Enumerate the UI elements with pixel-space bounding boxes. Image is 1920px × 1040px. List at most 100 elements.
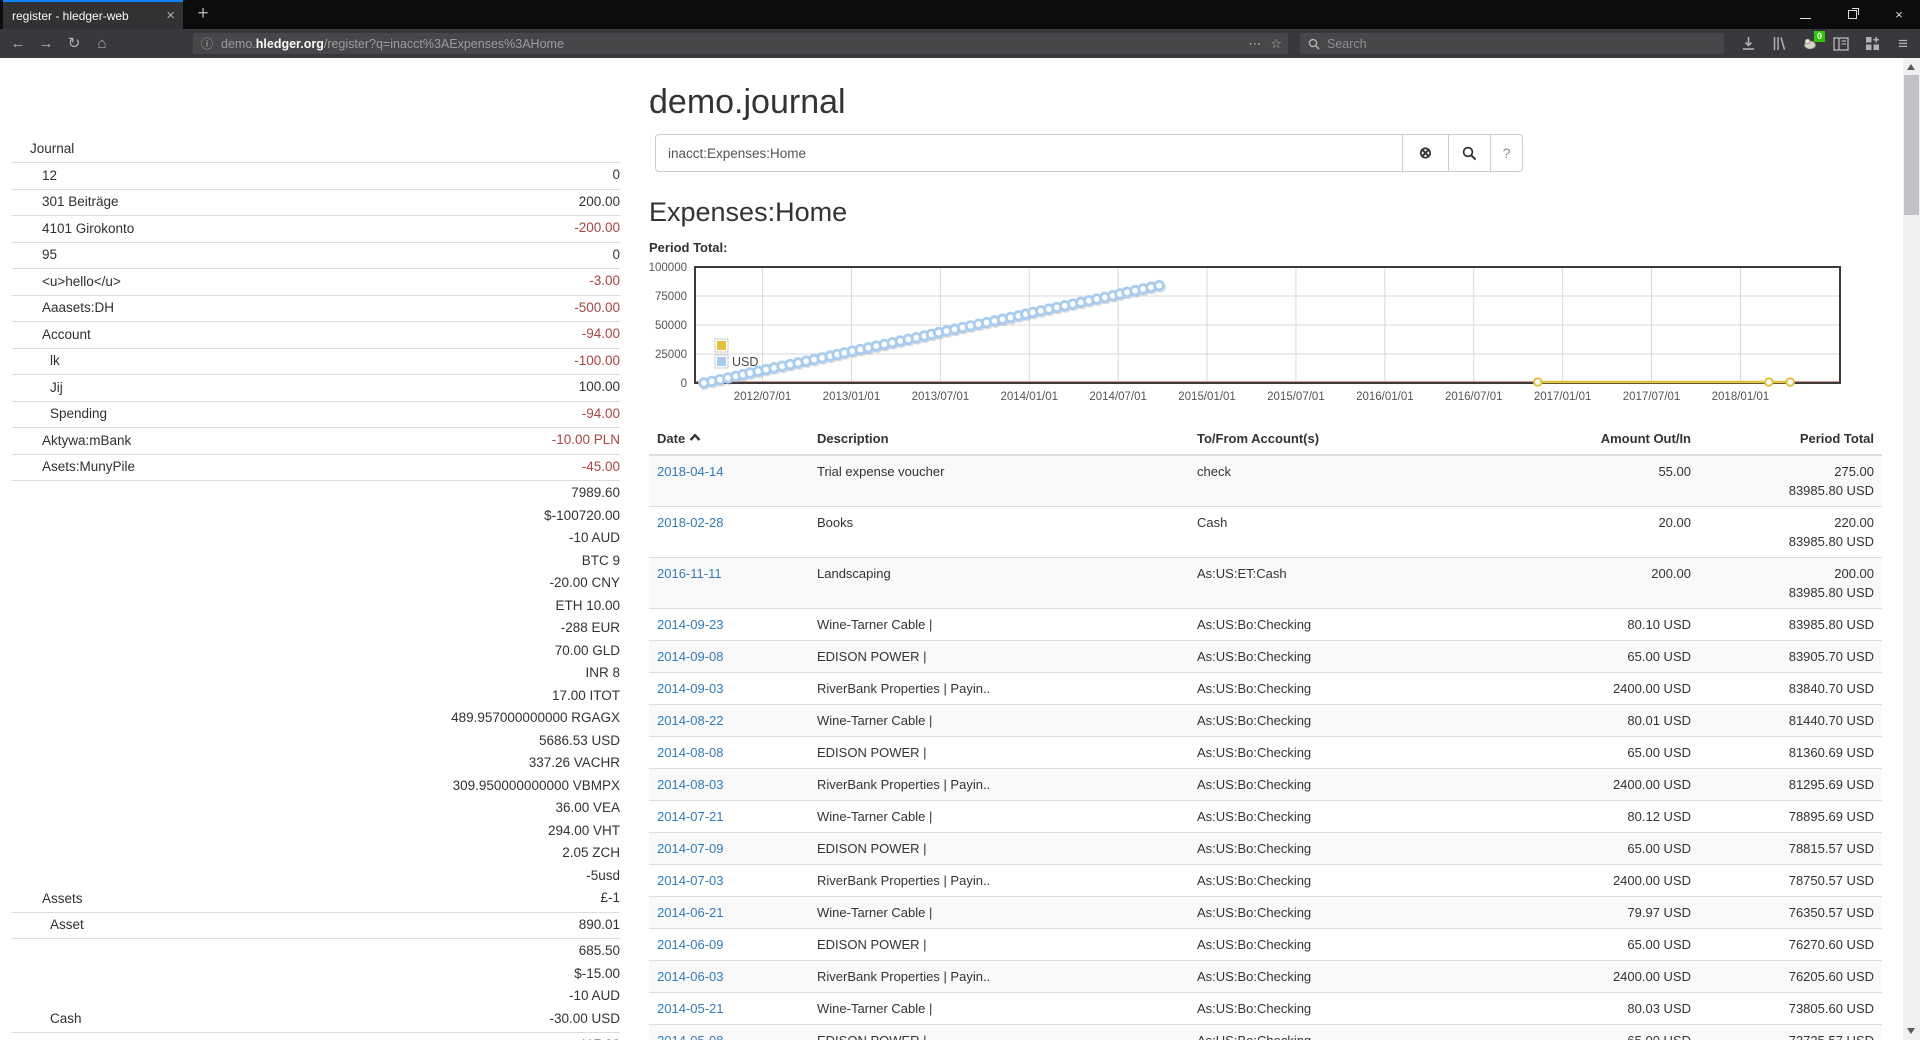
- transaction-date-link[interactable]: 2014-06-03: [657, 969, 724, 984]
- svg-text:2014/01/01: 2014/01/01: [1000, 391, 1058, 403]
- window-restore-button[interactable]: [1845, 7, 1859, 22]
- search-button[interactable]: [1449, 134, 1491, 172]
- table-row[interactable]: 2016-11-11 Landscaping As:US:ET:Cash 200.00…: [649, 557, 1882, 609]
- sidebar-account-link[interactable]: Cash: [50, 1011, 82, 1026]
- table-row[interactable]: 2014-09-08 EDISON POWER | As:US:Bo:Checkin…: [649, 640, 1882, 673]
- account-balance: 7989.60 $-100720.00 -10 AUD BTC 9 -20.00 CNY…: [451, 485, 620, 905]
- sidebar-account-link[interactable]: 12: [42, 167, 58, 183]
- svg-text:2017/01/01: 2017/01/01: [1534, 391, 1592, 403]
- table-row[interactable]: 2014-09-23 Wine-Tarner Cable | As:US:Bo:Ch…: [649, 608, 1882, 641]
- sidebar-account-link[interactable]: Assets: [42, 890, 83, 906]
- library-icon[interactable]: [1770, 35, 1788, 53]
- reload-button-icon[interactable]: ↻: [67, 34, 81, 52]
- transaction-date-link[interactable]: 2014-07-09: [657, 841, 724, 856]
- tab-close-icon[interactable]: ×: [166, 7, 175, 24]
- transaction-date-link[interactable]: 2014-06-09: [657, 937, 724, 952]
- scroll-down-icon[interactable]: [1907, 1028, 1915, 1034]
- sidebar-journal-heading[interactable]: Journal: [12, 137, 620, 162]
- page-scrollbar[interactable]: [1903, 58, 1920, 1040]
- sidebar-account-link[interactable]: 4101 Girokonto: [42, 220, 135, 236]
- sidebar-account-link[interactable]: Spending: [50, 406, 108, 421]
- col-header-date[interactable]: Date: [649, 422, 809, 456]
- svg-text:2015/07/01: 2015/07/01: [1267, 391, 1325, 403]
- extension-icon[interactable]: 0: [1801, 30, 1825, 53]
- transaction-date-link[interactable]: 2014-07-21: [657, 809, 724, 824]
- table-row[interactable]: 2014-08-22 Wine-Tarner Cable | As:US:Bo:Ch…: [649, 704, 1882, 737]
- sidebar-account-link[interactable]: <u>hello</u>: [42, 273, 121, 289]
- table-row[interactable]: 2014-08-08 EDISON POWER | As:US:Bo:Checkin…: [649, 736, 1882, 769]
- transaction-date-link[interactable]: 2014-05-08: [657, 1033, 724, 1040]
- window-close-button[interactable]: ×: [1895, 7, 1903, 22]
- sidebar-account-link[interactable]: Aktywa:mBank: [42, 432, 132, 448]
- table-row[interactable]: 2014-06-03 RiverBank Properties | Payin..…: [649, 960, 1882, 993]
- site-info-icon[interactable]: ⓘ: [201, 37, 214, 51]
- query-input[interactable]: [655, 134, 1403, 172]
- svg-text:2012/07/01: 2012/07/01: [734, 391, 792, 403]
- transaction-date-link[interactable]: 2014-08-08: [657, 745, 724, 760]
- transaction-date-link[interactable]: 2014-09-08: [657, 649, 724, 664]
- forward-button-icon[interactable]: →: [38, 34, 54, 52]
- table-row[interactable]: 2014-06-21 Wine-Tarner Cable | As:US:Bo:Ch…: [649, 896, 1882, 929]
- sidebar-account-link[interactable]: 301 Beiträge: [42, 194, 119, 209]
- transaction-date-link[interactable]: 2018-02-28: [657, 515, 724, 530]
- sidebar-account-row: Asset 890.01: [12, 911, 620, 939]
- bookmark-star-icon[interactable]: ☆: [1270, 35, 1282, 51]
- transaction-date-link[interactable]: 2014-07-03: [657, 873, 724, 888]
- table-row[interactable]: 2014-07-21 Wine-Tarner Cable | As:US:Bo:Ch…: [649, 800, 1882, 833]
- transaction-date-link[interactable]: 2014-05-21: [657, 1001, 724, 1016]
- url-bar[interactable]: ⓘ demo.hledger.org/register?q=inacct%3AE…: [193, 33, 1288, 54]
- sidebars-icon[interactable]: [1832, 35, 1850, 53]
- search-help-button[interactable]: ?: [1491, 134, 1523, 172]
- sidebar-account-link[interactable]: Asset: [50, 917, 84, 932]
- sidebar-account-link[interactable]: Account: [42, 326, 91, 342]
- sidebar-account-link[interactable]: Aaasets:DH: [42, 300, 115, 315]
- table-row[interactable]: 2014-05-08 EDISON POWER |As:US:Bo:Checkin…: [649, 1024, 1882, 1040]
- table-row[interactable]: 2014-09-03 RiverBank Properties | Payin..…: [649, 672, 1882, 705]
- transaction-amount: 55.00: [1519, 454, 1699, 507]
- downloads-icon[interactable]: [1739, 35, 1757, 53]
- table-row[interactable]: 2014-06-09 EDISON POWER | As:US:Bo:Checkin…: [649, 928, 1882, 961]
- activity-grid-icon[interactable]: [1863, 35, 1881, 53]
- home-button-icon[interactable]: ⌂: [97, 34, 107, 52]
- account-balance: 200.00: [578, 193, 620, 209]
- transaction-date-link[interactable]: 2014-09-23: [657, 617, 724, 632]
- table-row[interactable]: 2014-05-21 Wine-Tarner Cable | As:US:Bo:Ch…: [649, 992, 1882, 1025]
- table-row[interactable]: 2018-02-28 Books Cash 20.00 220.00 83985.80 U…: [649, 506, 1882, 558]
- transaction-date-link[interactable]: 2014-06-21: [657, 905, 724, 920]
- sidebar-account-row: Cash 685.50 $-15.00 -10 AUD -30.00 USD: [12, 938, 620, 1032]
- scrollbar-thumb[interactable]: [1904, 75, 1919, 215]
- browser-search-box[interactable]: Search: [1300, 33, 1724, 54]
- page-actions-icon[interactable]: ⋯: [1248, 35, 1262, 51]
- scroll-up-icon[interactable]: [1907, 64, 1915, 70]
- table-row[interactable]: 2014-07-03 RiverBank Properties | Payin..…: [649, 864, 1882, 897]
- period-total: 76205.60 USD: [1699, 960, 1882, 993]
- menu-icon[interactable]: ≡: [1898, 33, 1908, 53]
- sidebar-account-link[interactable]: Jij: [50, 379, 63, 395]
- back-button-icon[interactable]: ←: [10, 34, 26, 52]
- col-header-amount[interactable]: Amount Out/In: [1519, 422, 1699, 456]
- table-row[interactable]: 2018-04-14 Trial expense voucher check 55.0…: [649, 454, 1882, 507]
- journal-link[interactable]: Journal: [30, 141, 75, 156]
- transaction-account: As:US:Bo:Checking: [1189, 992, 1519, 1025]
- transaction-date-link[interactable]: 2014-08-22: [657, 713, 724, 728]
- transaction-amount: 79.97 USD: [1519, 896, 1699, 929]
- col-header-description[interactable]: Description: [809, 422, 1189, 456]
- transaction-date-link[interactable]: 2014-08-03: [657, 777, 724, 792]
- sidebar-account-row: Aktywa:mBank -10.00 PLN: [12, 427, 620, 454]
- sidebar-account-link[interactable]: Asets:MunyPile: [42, 459, 136, 474]
- transaction-date-link[interactable]: 2018-04-14: [657, 464, 724, 479]
- table-row[interactable]: 2014-07-09 EDISON POWER | As:US:Bo:Checkin…: [649, 832, 1882, 865]
- table-row[interactable]: 2014-08-03 RiverBank Properties | Payin..…: [649, 768, 1882, 801]
- sidebar-account-link[interactable]: lk: [50, 353, 60, 368]
- browser-tab[interactable]: register - hledger-web ×: [3, 0, 183, 29]
- new-tab-button[interactable]: +: [197, 3, 209, 24]
- window-minimize-button[interactable]: [1798, 7, 1812, 22]
- clear-query-button[interactable]: ⊗: [1403, 134, 1449, 172]
- sidebar-account-link[interactable]: 95: [42, 247, 58, 262]
- col-header-period-total[interactable]: Period Total: [1699, 422, 1882, 456]
- col-header-account[interactable]: To/From Account(s): [1189, 422, 1519, 456]
- transaction-date-link[interactable]: 2016-11-11: [657, 566, 722, 581]
- account-balance: 685.50 $-15.00 -10 AUD -30.00 USD: [549, 943, 620, 1026]
- transaction-date-link[interactable]: 2014-09-03: [657, 681, 724, 696]
- transaction-account: As:US:Bo:Checking: [1189, 672, 1519, 705]
